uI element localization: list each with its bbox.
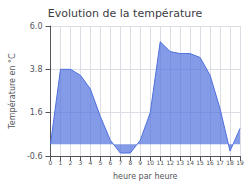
svg-text:Température en °C: Température en °C (7, 53, 17, 130)
svg-text:15: 15 (196, 159, 204, 166)
svg-text:12: 12 (166, 159, 174, 166)
svg-text:2: 2 (69, 159, 73, 166)
svg-text:4: 4 (88, 159, 92, 166)
svg-text:11: 11 (156, 159, 164, 166)
svg-text:19: 19 (236, 159, 244, 166)
svg-text:8: 8 (128, 159, 132, 166)
svg-text:3.8: 3.8 (30, 65, 43, 74)
svg-text:17: 17 (216, 159, 224, 166)
svg-text:10: 10 (146, 159, 154, 166)
svg-text:1.6: 1.6 (30, 108, 43, 117)
svg-text:6: 6 (108, 159, 112, 166)
svg-text:18: 18 (226, 159, 234, 166)
svg-text:9: 9 (138, 159, 142, 166)
svg-text:1: 1 (59, 159, 63, 166)
svg-text:6.0: 6.0 (30, 22, 43, 31)
svg-text:3: 3 (79, 159, 83, 166)
svg-text:0: 0 (49, 159, 53, 166)
svg-text:Evolution de la température: Evolution de la température (48, 7, 203, 20)
svg-text:14: 14 (186, 159, 194, 166)
svg-text:16: 16 (206, 159, 214, 166)
svg-text:-0.6: -0.6 (27, 152, 43, 161)
svg-text:5: 5 (98, 159, 102, 166)
svg-text:heure par heure: heure par heure (113, 172, 178, 181)
svg-text:7: 7 (118, 159, 122, 166)
svg-text:13: 13 (176, 159, 184, 166)
